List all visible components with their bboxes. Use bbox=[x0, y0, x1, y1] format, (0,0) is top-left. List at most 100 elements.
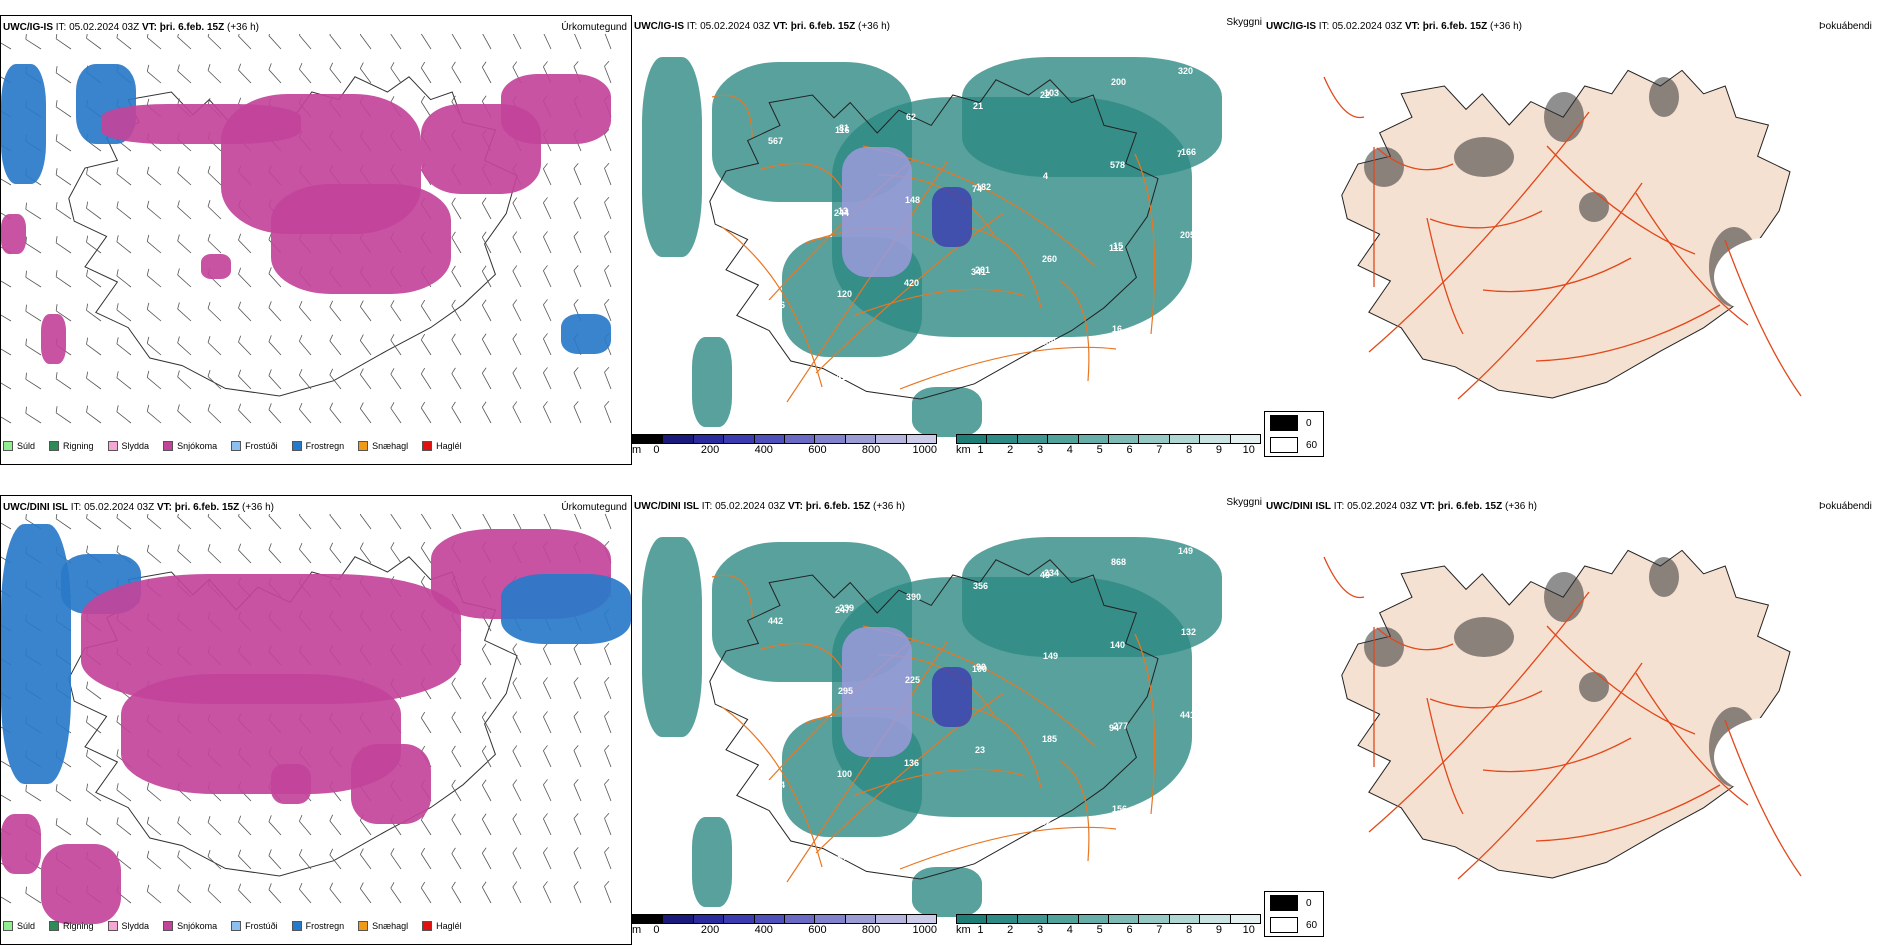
cloudbase-label: 320 bbox=[1178, 66, 1193, 76]
road-line bbox=[1724, 719, 1802, 877]
wind-barb bbox=[420, 711, 432, 734]
wind-barb bbox=[390, 334, 402, 356]
legend-swatch bbox=[107, 441, 118, 451]
precip-area bbox=[121, 674, 401, 794]
legend-label: Rigning bbox=[63, 921, 94, 931]
wind-barb bbox=[481, 514, 492, 530]
wind-barb bbox=[481, 401, 492, 424]
wind-barb bbox=[25, 236, 42, 254]
precip-area bbox=[501, 74, 611, 144]
cloudbase-label: 381 bbox=[1179, 793, 1194, 803]
cloud-panel-top: UWC/IG-IS IT: 05.02.2024 03Z VT: þri. 6.… bbox=[632, 15, 1264, 465]
wind-barb bbox=[238, 815, 252, 836]
wind-barb bbox=[573, 34, 582, 50]
wind-barb bbox=[146, 234, 162, 254]
precip-area bbox=[1, 524, 71, 784]
wind-barb bbox=[1, 175, 12, 186]
wind-barb bbox=[1, 345, 12, 356]
precip-map bbox=[1, 514, 631, 924]
wind-barb bbox=[298, 848, 312, 870]
wind-barb bbox=[86, 269, 102, 288]
legend-swatch bbox=[291, 441, 302, 451]
fog-legend-row: 60 bbox=[1265, 914, 1323, 936]
wind-barb bbox=[329, 34, 342, 50]
model-name: UWC/IG-IS bbox=[1266, 21, 1316, 32]
cloudbase-scale: m 0 200 400 600 800 1000 bbox=[632, 434, 937, 456]
scale-bar bbox=[632, 914, 937, 924]
wind-barb bbox=[55, 304, 72, 322]
wind-barb bbox=[1, 519, 12, 530]
road-line bbox=[1323, 76, 1365, 119]
cloudbase-label: 868 bbox=[1111, 557, 1126, 567]
scale-segment bbox=[1109, 435, 1140, 443]
vt-label: VT: bbox=[141, 22, 157, 33]
legend-label: Haglél bbox=[436, 921, 462, 931]
road-line bbox=[1546, 625, 1696, 735]
it-value: 05.02.2024 03Z bbox=[1347, 501, 1418, 512]
wind-barb bbox=[420, 61, 432, 84]
wind-barb bbox=[543, 677, 552, 700]
wind-barb bbox=[359, 514, 372, 530]
panel-header: UWC/DINI ISL IT: 05.02.2024 03Z VT: þri.… bbox=[634, 501, 905, 512]
wind-barb bbox=[86, 201, 102, 220]
cloud-map: 94 81 182 15 526 17 103 166 13 201 16 213 62 4 205 120 2… bbox=[642, 57, 1222, 437]
wind-barb bbox=[55, 202, 72, 220]
scale-segment bbox=[1230, 915, 1261, 923]
it-value: 05.02.2024 03Z bbox=[700, 21, 771, 32]
wind-barb bbox=[573, 677, 582, 700]
wind-barb bbox=[86, 715, 102, 734]
cloudbase-label: 140 bbox=[1110, 640, 1125, 650]
scale-segment bbox=[693, 915, 725, 923]
legend-label: Snæhagl bbox=[372, 441, 409, 451]
road-line bbox=[1376, 627, 1454, 651]
panel-title: Úrkomutegund bbox=[561, 502, 627, 513]
wind-barb bbox=[543, 401, 552, 424]
fog-panel-top: UWC/IG-IS IT: 05.02.2024 03Z VT: þri. 6.… bbox=[1264, 15, 1900, 465]
wind-barb bbox=[238, 883, 252, 904]
scale-tick: 0 bbox=[653, 924, 660, 936]
wind-barb bbox=[268, 815, 282, 836]
wind-barb bbox=[55, 270, 72, 288]
wind-barb bbox=[420, 367, 432, 390]
it-label: IT: bbox=[1333, 501, 1345, 512]
road-line bbox=[1426, 217, 1464, 335]
cloudbase-label: 17 bbox=[907, 359, 917, 369]
road-line bbox=[1535, 784, 1721, 842]
wind-barb bbox=[268, 849, 282, 870]
cloudbase-label: 166 bbox=[1181, 147, 1196, 157]
cloudbase-label: 356 bbox=[973, 581, 988, 591]
wind-barb bbox=[543, 333, 552, 356]
cloudbase-label: 330 bbox=[1041, 337, 1056, 347]
cloudbase-label: 81 bbox=[839, 123, 849, 133]
cloudbase-label: 100 bbox=[837, 769, 852, 779]
scale-bar bbox=[956, 434, 1261, 444]
wind-barb bbox=[86, 405, 102, 424]
visibility-area bbox=[692, 817, 732, 907]
wind-barb bbox=[390, 882, 402, 904]
fog-legend-row: 0 bbox=[1265, 412, 1323, 434]
wind-barb bbox=[146, 166, 162, 186]
wind-barb bbox=[481, 881, 492, 904]
cloudbase-label: 390 bbox=[906, 592, 921, 602]
wind-barb bbox=[207, 514, 222, 530]
cloudbase-label: 441 bbox=[1180, 710, 1195, 720]
it-value: 05.02.2024 03Z bbox=[84, 502, 155, 513]
cloudbase-label: 484 bbox=[769, 863, 784, 873]
legend-item: Snjókoma bbox=[163, 441, 217, 451]
road-line bbox=[1134, 153, 1156, 335]
wind-barb bbox=[420, 333, 432, 356]
wind-barb bbox=[238, 301, 252, 322]
road-line bbox=[852, 288, 1026, 317]
cloudbase-label: 188 bbox=[903, 361, 918, 371]
scale-segment bbox=[876, 915, 907, 923]
cloudbase-label: 132 bbox=[1181, 627, 1196, 637]
wind-barb bbox=[451, 333, 462, 356]
cloudbase-label: 247 bbox=[835, 605, 850, 615]
scale-tick: 0 bbox=[653, 444, 660, 456]
wind-barb bbox=[177, 370, 192, 390]
cloudbase-area bbox=[842, 627, 912, 757]
wind-barb bbox=[543, 847, 552, 870]
scale-segment bbox=[754, 915, 786, 923]
panel-header: UWC/DINI ISL IT: 05.02.2024 03Z VT: þri.… bbox=[3, 502, 274, 513]
legend-swatch bbox=[291, 921, 302, 931]
